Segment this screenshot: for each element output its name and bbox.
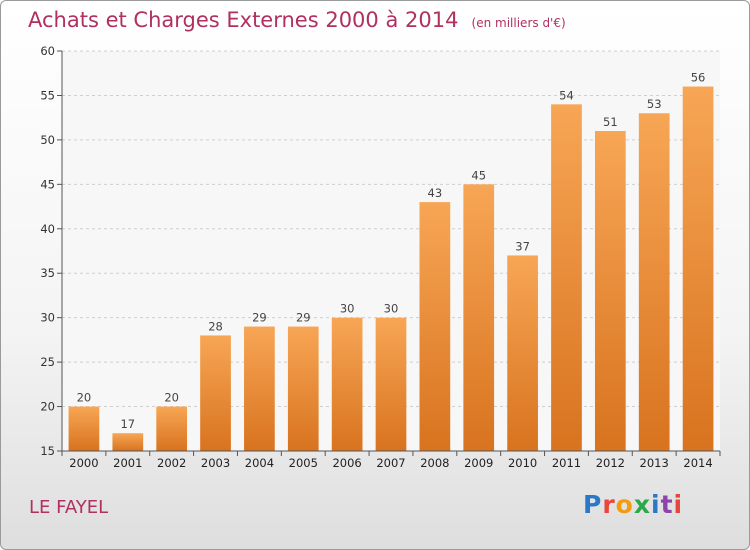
x-tick-label: 2014	[683, 456, 712, 470]
value-label: 37	[515, 239, 530, 253]
bar-2013	[638, 113, 670, 451]
x-tick-label: 2013	[640, 456, 669, 470]
bar-2006	[331, 317, 363, 451]
bar-2008	[419, 202, 451, 451]
bar-2004	[244, 326, 275, 451]
value-label: 45	[471, 168, 486, 182]
bar-layer: 20 17 20 28 29 29 30 30 43 45 37 54 51 53 56	[68, 71, 714, 452]
x-tick-label: 2012	[596, 456, 625, 470]
y-tick-label: 60	[40, 44, 55, 58]
value-label: 20	[77, 391, 92, 405]
y-tick-label: 40	[40, 222, 55, 236]
value-label: 29	[252, 311, 267, 325]
x-tick-label: 2001	[113, 456, 142, 470]
x-tick-label: 2002	[157, 456, 186, 470]
x-tick-label: 2011	[552, 456, 581, 470]
title-row: Achats et Charges Externes 2000 à 2014 (…	[28, 8, 566, 32]
y-tick-label: 50	[40, 133, 55, 147]
y-tick-label: 55	[40, 88, 55, 102]
bar-2011	[551, 104, 582, 451]
value-label: 28	[208, 319, 223, 333]
value-label: 30	[340, 302, 355, 316]
y-tick-label: 25	[40, 355, 55, 369]
x-tick-label: 2003	[201, 456, 230, 470]
value-label: 54	[559, 88, 574, 102]
bar-2012	[594, 131, 626, 451]
value-label: 56	[691, 71, 706, 85]
x-tick-label: 2000	[69, 456, 98, 470]
logo-letter: t	[660, 490, 674, 519]
logo-letter: i	[651, 490, 661, 519]
x-tick-label: 2008	[420, 456, 449, 470]
x-tick-label: 2004	[245, 456, 274, 470]
value-label: 51	[603, 115, 618, 129]
value-label: 43	[428, 186, 443, 200]
bar-2002	[156, 406, 188, 451]
logo-letter: x	[633, 490, 651, 519]
value-label: 20	[164, 391, 179, 405]
logo-letter: r	[602, 490, 616, 519]
bar-2009	[463, 184, 495, 452]
bar-2014	[682, 86, 714, 452]
bar-2005	[287, 326, 319, 451]
y-tick-label: 45	[40, 177, 55, 191]
value-label: 53	[647, 97, 662, 111]
proxiti-logo[interactable]: Proxiti	[583, 490, 683, 519]
bar-2000	[68, 406, 100, 451]
y-tick-label: 15	[40, 444, 55, 458]
bar-2007	[375, 317, 407, 451]
x-tick-label: 2005	[289, 456, 318, 470]
logo-letter: P	[583, 490, 603, 519]
chart-title: Achats et Charges Externes 2000 à 2014	[28, 8, 459, 32]
y-tick-label: 35	[40, 266, 55, 280]
x-tick-label: 2006	[332, 456, 361, 470]
bar-2010	[507, 255, 538, 451]
x-tick-label: 2010	[508, 456, 537, 470]
axis-layer: 15 20 25 30 35 40 45 50 55 60 2000 2001 2002 2003 2004…	[40, 44, 721, 470]
logo-letter: i	[673, 490, 684, 519]
value-label: 29	[296, 311, 311, 325]
value-label: 30	[384, 302, 399, 316]
bar-2001	[112, 433, 144, 451]
chart-unit: (en milliers d'€)	[471, 16, 566, 30]
y-tick-label: 30	[40, 311, 55, 325]
x-tick-label: 2009	[464, 456, 493, 470]
place-name: LE FAYEL	[29, 497, 109, 518]
logo-letter: o	[615, 490, 634, 519]
bar-2003	[200, 335, 231, 451]
y-tick-label: 20	[40, 400, 55, 414]
value-label: 17	[120, 417, 135, 431]
x-tick-label: 2007	[376, 456, 405, 470]
